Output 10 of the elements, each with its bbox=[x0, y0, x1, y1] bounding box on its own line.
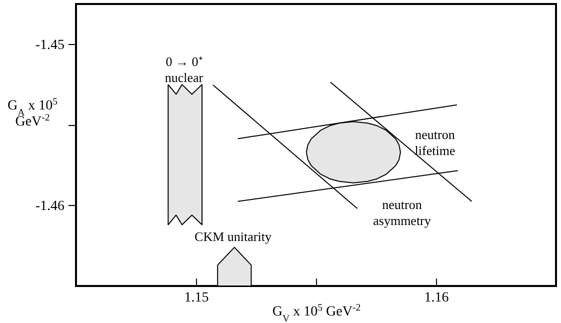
y-tick-label: -1.45 bbox=[35, 38, 64, 53]
x-tick-label: 1.16 bbox=[424, 290, 449, 306]
text: G$_{A}$ x 10$^{5}$ GeV$^{-2}$ bbox=[7, 96, 58, 130]
annotation: neutron asymmetry bbox=[373, 197, 432, 228]
annotation: neutron lifetime bbox=[414, 127, 456, 158]
annotation: CKM unitarity bbox=[194, 229, 272, 244]
y-tick-label: -1.46 bbox=[35, 198, 64, 214]
annotation: 0 → 0⁺ nuclear bbox=[164, 54, 204, 85]
x-tick-label: 1.15 bbox=[184, 290, 209, 306]
x-axis-title: G$_{V}$ x 10$^{5}$ GeV$^{-2}$ bbox=[272, 302, 361, 323]
